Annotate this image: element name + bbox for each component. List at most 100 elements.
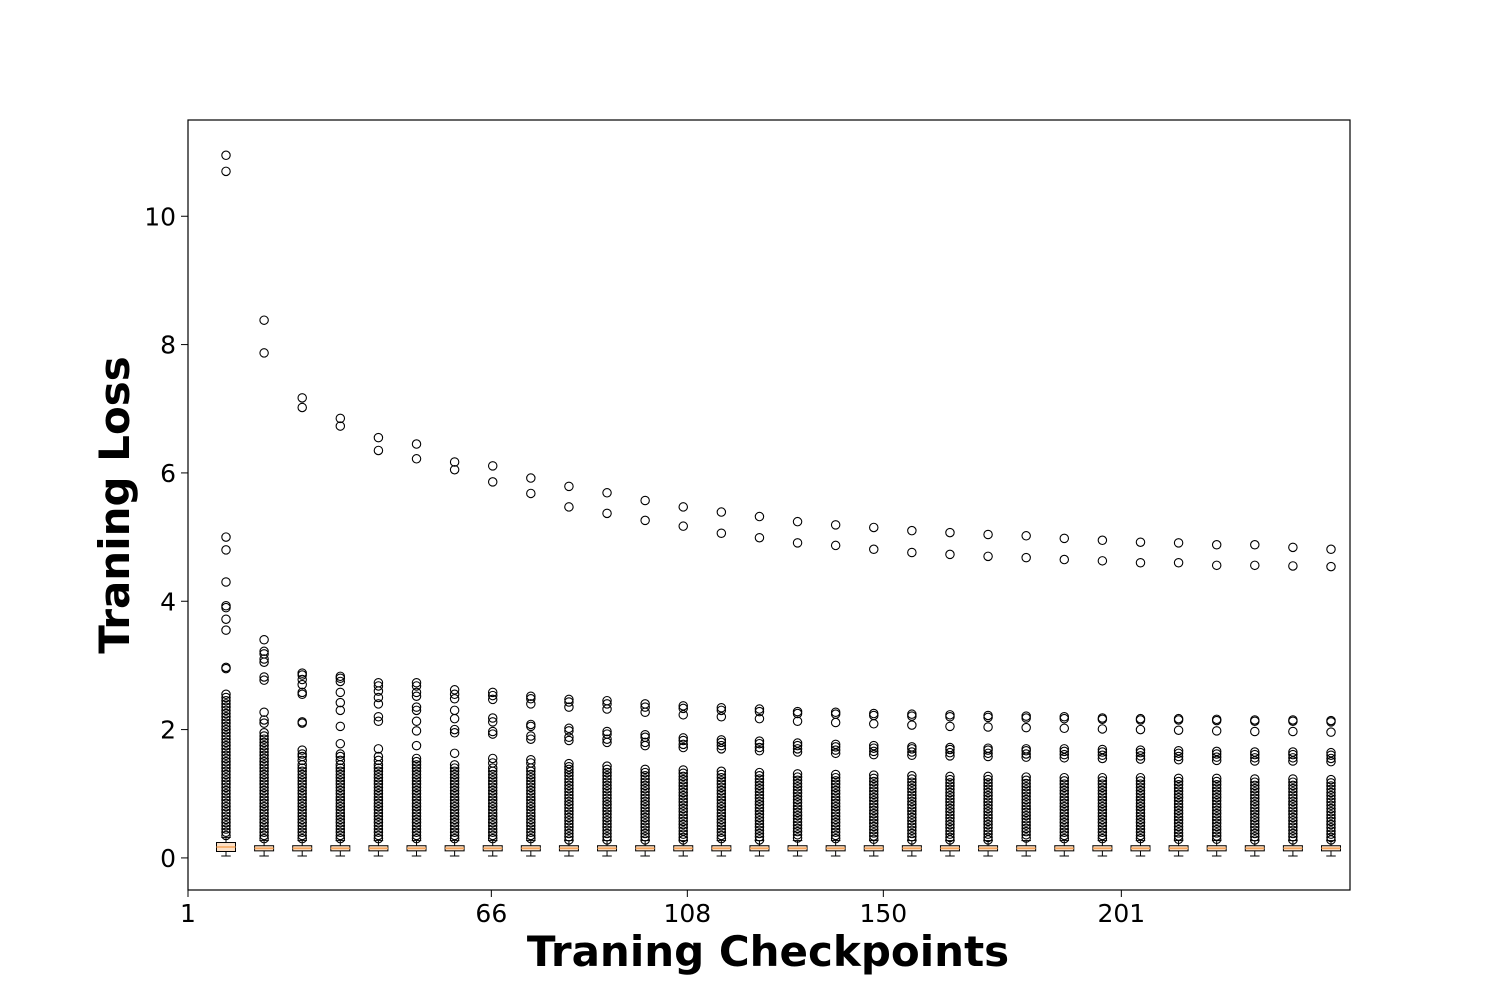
outlier-point [259, 737, 269, 748]
outlier-point [1250, 753, 1260, 763]
outlier-point [564, 809, 574, 820]
outlier-point [1135, 830, 1146, 841]
outlier-point [221, 772, 231, 783]
outlier-point [1326, 826, 1336, 836]
outlier-point [869, 812, 879, 822]
outlier-point [411, 792, 422, 802]
outlier-point [945, 803, 955, 814]
outlier-point [640, 806, 650, 816]
outlier-point [907, 547, 917, 558]
outlier-point [983, 784, 993, 795]
outlier-point [1211, 828, 1222, 838]
x-tick-label: 1 [180, 899, 196, 928]
outlier-point [221, 150, 231, 161]
outlier-point [945, 549, 955, 560]
outlier-point [1288, 783, 1298, 794]
outlier-point [1326, 787, 1336, 798]
outlier-point [221, 625, 231, 635]
box-group [597, 488, 618, 857]
y-tick-label: 0 [160, 844, 176, 873]
outlier-point [1250, 803, 1260, 813]
outlier-point [1326, 832, 1336, 843]
outlier-point [1097, 744, 1108, 755]
x-tick-label: 108 [663, 899, 711, 928]
outlier-point [754, 793, 765, 803]
outlier-point [335, 811, 346, 821]
outlier-point [945, 806, 955, 817]
outlier-point [1326, 797, 1336, 807]
outlier-point [411, 769, 422, 780]
outlier-point [754, 828, 765, 839]
outlier-point [678, 787, 688, 798]
outlier-point [373, 782, 384, 793]
outlier-point [754, 774, 765, 784]
outlier-point [297, 745, 307, 755]
box-group [749, 511, 770, 857]
outlier-point [487, 690, 498, 701]
outlier-point [297, 718, 307, 728]
outlier-point [678, 826, 688, 836]
outlier-point [449, 763, 460, 773]
outlier-point [221, 795, 231, 805]
outlier-point [259, 744, 269, 754]
outlier-point [373, 792, 384, 802]
outlier-point [869, 776, 879, 787]
outlier-point [411, 681, 422, 691]
outlier-point [716, 711, 727, 722]
outlier-point [792, 801, 803, 811]
outlier-point [259, 646, 269, 657]
outlier-point [373, 699, 384, 709]
outlier-point [259, 750, 269, 760]
outlier-point [640, 815, 650, 826]
outlier-point [335, 792, 346, 802]
box-group [254, 315, 275, 857]
outlier-point [335, 779, 346, 789]
box-group [787, 516, 808, 857]
outlier-point [792, 747, 803, 757]
outlier-point [564, 723, 574, 734]
outlier-point [716, 817, 727, 828]
outlier-point [602, 831, 612, 842]
outlier-point [1173, 783, 1184, 793]
outlier-point [221, 711, 231, 722]
outlier-point [564, 799, 574, 810]
outlier-point [678, 816, 688, 827]
outlier-point [221, 708, 231, 719]
outlier-point [1173, 748, 1184, 759]
outlier-point [449, 805, 460, 815]
outlier-point [564, 758, 574, 769]
outlier-point [221, 814, 231, 825]
outlier-point [221, 779, 231, 789]
outlier-point [907, 793, 917, 803]
outlier-point [221, 718, 231, 728]
outlier-point [830, 772, 841, 783]
outlier-point [373, 763, 384, 773]
outlier-point [792, 797, 803, 808]
outlier-point [983, 774, 993, 785]
outlier-point [1097, 724, 1108, 734]
outlier-point [983, 529, 993, 540]
outlier-point [259, 801, 269, 812]
outlier-point [411, 439, 422, 449]
outlier-point [259, 718, 269, 728]
outlier-point [792, 738, 803, 748]
outlier-point [259, 798, 269, 809]
outlier-point [907, 809, 917, 820]
outlier-point [983, 748, 993, 759]
outlier-point [792, 826, 803, 837]
outlier-point [411, 824, 422, 834]
outlier-point [640, 764, 650, 775]
outlier-point [945, 527, 955, 538]
outlier-point [830, 795, 841, 805]
outlier-point [1021, 823, 1031, 834]
outlier-point [221, 753, 231, 764]
outlier-point [830, 805, 841, 815]
outlier-point [716, 735, 727, 745]
outlier-point [1135, 795, 1146, 805]
outlier-point [945, 800, 955, 811]
x-tick-label: 66 [475, 899, 507, 928]
outlier-point [754, 815, 765, 826]
outlier-point [526, 788, 536, 799]
outlier-point [678, 768, 688, 778]
